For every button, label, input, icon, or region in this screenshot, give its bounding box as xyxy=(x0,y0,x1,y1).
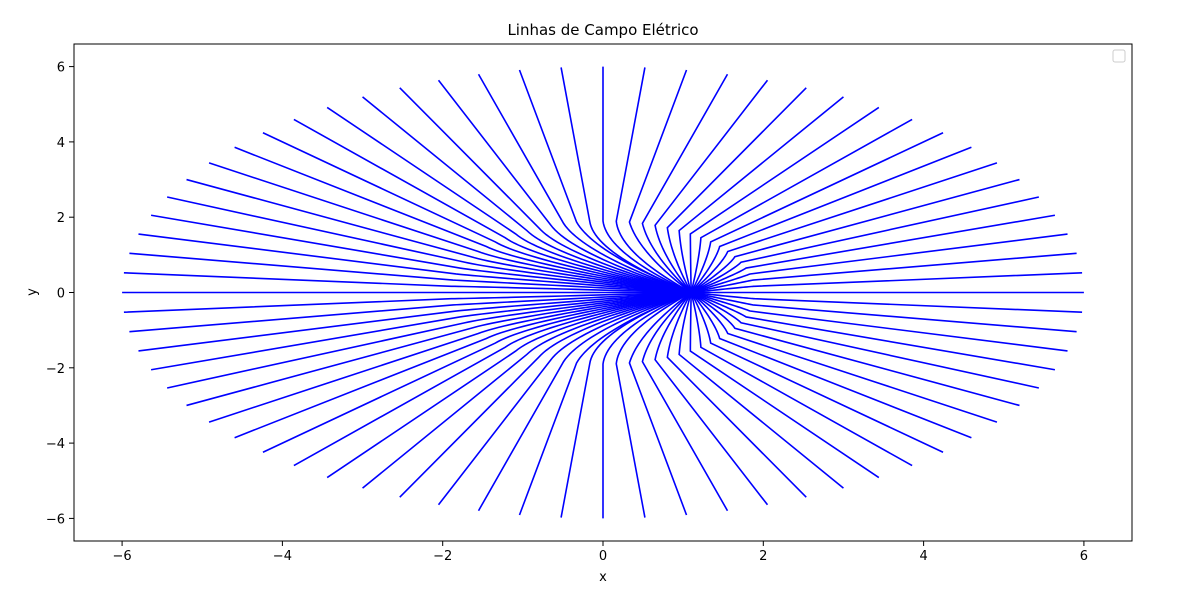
x-tick-label: 0 xyxy=(599,549,607,564)
field-line xyxy=(560,291,692,518)
field-line xyxy=(691,291,1077,333)
field-line xyxy=(690,118,913,293)
field-line xyxy=(641,291,729,512)
field-line xyxy=(690,292,972,439)
field-line xyxy=(234,291,692,439)
field-line xyxy=(399,291,692,498)
x-tick-label: −4 xyxy=(273,549,292,564)
y-tick-label: −6 xyxy=(46,512,65,527)
y-axis-label: y xyxy=(25,288,40,296)
field-lines xyxy=(122,66,1084,519)
field-line xyxy=(690,146,972,293)
x-axis-ticks: −6 −4 −2 0 2 4 6 xyxy=(113,541,1088,564)
field-line xyxy=(690,291,1056,371)
field-line xyxy=(477,291,692,512)
y-tick-label: 4 xyxy=(57,136,65,151)
x-tick-label: −6 xyxy=(113,549,132,564)
field-line xyxy=(208,162,692,294)
y-tick-label: −2 xyxy=(46,362,65,377)
field-line xyxy=(208,291,692,423)
field-line xyxy=(690,233,1068,294)
field-line xyxy=(654,292,769,506)
field-line xyxy=(129,291,692,333)
x-tick-label: 2 xyxy=(759,549,767,564)
legend-box xyxy=(1112,49,1126,63)
field-line xyxy=(690,178,1020,294)
y-axis-ticks: −6 −4 −2 0 2 4 6 xyxy=(46,61,74,527)
field-line xyxy=(362,96,692,294)
field-line xyxy=(326,106,692,294)
x-tick-label: 6 xyxy=(1080,549,1088,564)
field-line xyxy=(518,69,692,294)
field-line xyxy=(123,272,692,294)
field-line xyxy=(615,67,692,294)
field-line xyxy=(437,79,692,294)
field-line xyxy=(399,87,692,294)
field-line xyxy=(690,162,998,294)
field-line xyxy=(186,291,692,407)
field-line xyxy=(690,292,913,467)
field-line xyxy=(129,252,692,294)
field-line xyxy=(628,291,692,516)
field-line xyxy=(690,214,1056,294)
field-line xyxy=(234,146,692,294)
field-line xyxy=(628,69,692,294)
field-line xyxy=(138,233,692,294)
field-line xyxy=(166,196,692,294)
field-line xyxy=(666,87,807,293)
field-line xyxy=(690,291,1040,389)
field-line xyxy=(477,73,692,294)
field-line xyxy=(654,79,769,293)
field-line xyxy=(678,96,844,293)
field-line xyxy=(690,132,944,293)
field-line xyxy=(641,73,729,294)
field-line xyxy=(690,291,1068,352)
field-line xyxy=(689,292,880,479)
field-line xyxy=(123,291,692,313)
y-tick-label: 0 xyxy=(57,287,65,302)
chart-title: Linhas de Campo Elétrico xyxy=(507,21,698,39)
field-line xyxy=(602,66,692,294)
field-line xyxy=(437,291,692,506)
field-line xyxy=(166,291,692,389)
y-tick-label: 6 xyxy=(57,61,65,76)
y-tick-label: 2 xyxy=(57,211,65,226)
field-line xyxy=(678,292,844,489)
x-tick-label: −2 xyxy=(433,549,452,564)
field-line xyxy=(691,291,1083,313)
x-axis-label: x xyxy=(599,570,607,585)
field-line xyxy=(150,214,692,294)
field-line xyxy=(690,291,1020,407)
field-line xyxy=(362,291,692,489)
field-line xyxy=(666,292,807,498)
field-line xyxy=(602,291,692,519)
x-tick-label: 4 xyxy=(919,549,927,564)
field-line xyxy=(262,291,692,453)
field-line xyxy=(138,291,692,352)
field-line xyxy=(293,291,692,467)
field-line xyxy=(262,132,692,294)
field-line xyxy=(150,291,692,371)
field-line xyxy=(186,178,692,294)
field-line xyxy=(689,106,880,293)
field-line xyxy=(691,272,1083,294)
field-line xyxy=(690,196,1040,294)
y-tick-label: −4 xyxy=(46,437,65,452)
field-line xyxy=(690,292,944,453)
field-line xyxy=(690,291,998,423)
field-line xyxy=(293,118,692,294)
field-line xyxy=(691,252,1077,294)
field-line xyxy=(615,291,692,518)
field-line xyxy=(326,291,692,479)
